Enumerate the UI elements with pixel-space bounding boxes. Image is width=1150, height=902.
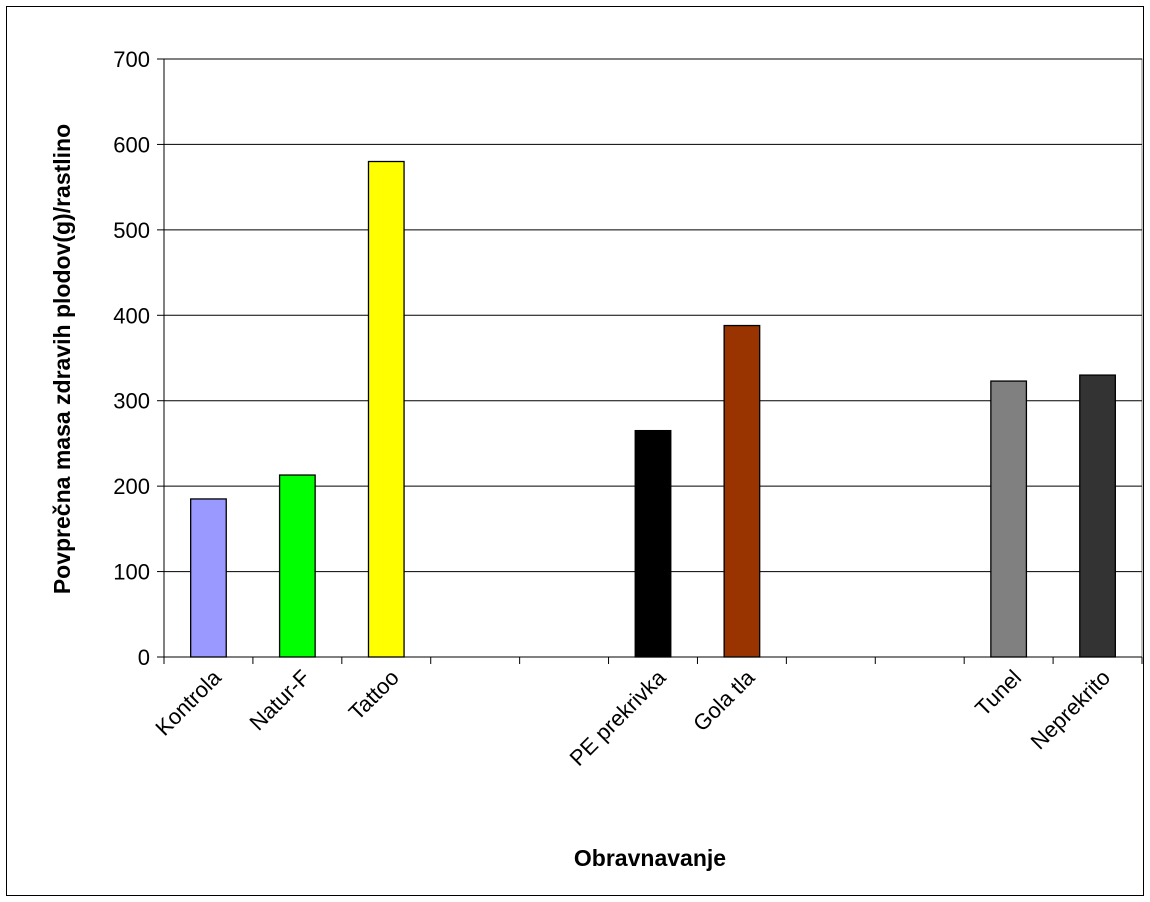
- y-tick-label: 700: [113, 47, 150, 72]
- bar: [634, 429, 672, 658]
- y-tick-label: 100: [113, 560, 150, 585]
- chart-frame: [6, 6, 1144, 896]
- x-tick-label: PE prekrivka: [565, 664, 671, 770]
- bar: [367, 160, 405, 658]
- x-axis-title: Obravnavanje: [574, 845, 726, 871]
- bars: [190, 160, 1116, 658]
- bar: [1079, 374, 1116, 658]
- bar: [278, 474, 316, 658]
- x-tick-label: Tunel: [970, 665, 1026, 721]
- y-axis-title: Povprečna masa zdravih plodov(g)/rastlin…: [49, 124, 75, 594]
- x-tick-label: Tattoo: [344, 665, 404, 725]
- x-tick-labels: Kontrola Natur-F Tattoo PE prekrivka Gola tl…: [150, 664, 1115, 770]
- x-tick-label: Gola tla: [688, 664, 760, 736]
- axes: [157, 58, 1143, 664]
- x-tick-label: Natur-F: [244, 665, 314, 735]
- x-tick-label: Kontrola: [150, 664, 226, 740]
- y-tick-label: 300: [113, 389, 150, 414]
- bar: [723, 324, 761, 658]
- bar: [190, 498, 227, 658]
- bar: [990, 380, 1028, 658]
- y-tick-label: 500: [113, 218, 150, 243]
- y-tick-label: 400: [113, 303, 150, 328]
- x-tick-label: Neprekrito: [1026, 665, 1115, 754]
- y-tick-labels: 0 100 200 300 400 500 600 700: [113, 47, 150, 670]
- y-tick-label: 600: [113, 132, 150, 157]
- y-tick-label: 0: [138, 645, 150, 670]
- y-tick-label: 200: [113, 474, 150, 499]
